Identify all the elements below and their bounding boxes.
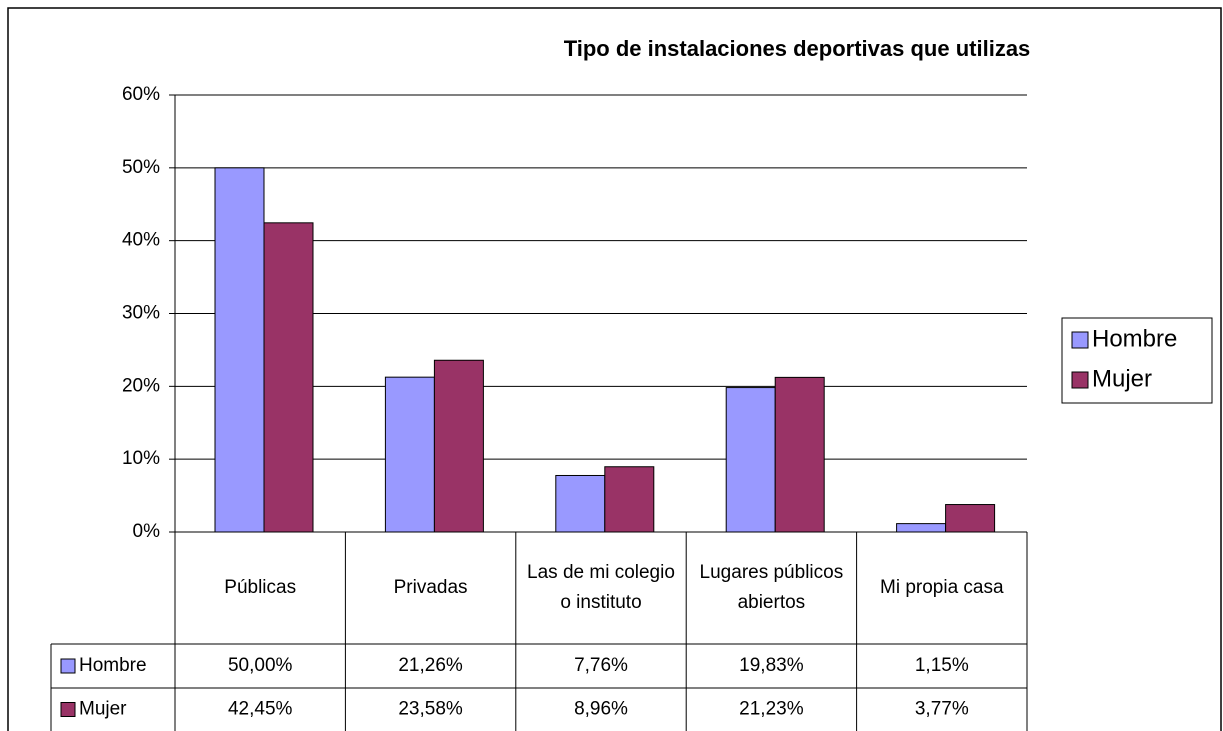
value-label: 21,23% bbox=[739, 699, 804, 720]
table-row-header: Hombre bbox=[79, 655, 147, 676]
legend-key bbox=[1071, 371, 1089, 389]
bar bbox=[214, 167, 265, 533]
legend-key bbox=[60, 658, 76, 674]
x-tick-label: Lugares públicos abiertos bbox=[699, 562, 844, 613]
x-tick-label: Las de mi colegio o instituto bbox=[527, 562, 675, 613]
x-tick-label: Privadas bbox=[393, 577, 468, 598]
y-tick-label: 40% bbox=[122, 230, 160, 251]
y-tick-label: 20% bbox=[122, 375, 160, 396]
value-label: 23,58% bbox=[398, 699, 463, 720]
y-tick-label: 50% bbox=[122, 157, 160, 178]
legend-label: Mujer bbox=[1092, 365, 1152, 392]
table-row-header: Mujer bbox=[79, 699, 127, 720]
chart-frame bbox=[7, 7, 1222, 731]
value-label: 3,77% bbox=[915, 699, 969, 720]
value-label: 1,15% bbox=[915, 655, 969, 676]
bar bbox=[725, 387, 776, 533]
value-label: 7,76% bbox=[574, 655, 628, 676]
y-tick-label: 30% bbox=[122, 303, 160, 324]
x-tick-label: Públicas bbox=[224, 577, 297, 598]
value-label: 42,45% bbox=[228, 699, 293, 720]
bar bbox=[433, 359, 484, 533]
chart-title: Tipo de instalaciones deportivas que uti… bbox=[564, 36, 1031, 61]
x-tick-label: Mi propia casa bbox=[880, 577, 1004, 598]
value-label: 21,26% bbox=[398, 655, 463, 676]
value-label: 8,96% bbox=[574, 699, 628, 720]
value-label: 50,00% bbox=[228, 655, 293, 676]
legend-key bbox=[1071, 331, 1089, 349]
y-tick-label: 10% bbox=[122, 448, 160, 469]
bar bbox=[555, 474, 606, 533]
bar bbox=[384, 376, 435, 533]
bar bbox=[896, 523, 947, 533]
legend-key bbox=[60, 702, 76, 717]
bar bbox=[263, 222, 314, 533]
bar bbox=[945, 504, 996, 533]
legend-label: Hombre bbox=[1092, 325, 1177, 352]
y-tick-label: 0% bbox=[133, 521, 161, 542]
value-label: 19,83% bbox=[739, 655, 804, 676]
y-tick-label: 60% bbox=[122, 84, 160, 105]
bar bbox=[604, 466, 655, 533]
bar bbox=[774, 376, 825, 533]
